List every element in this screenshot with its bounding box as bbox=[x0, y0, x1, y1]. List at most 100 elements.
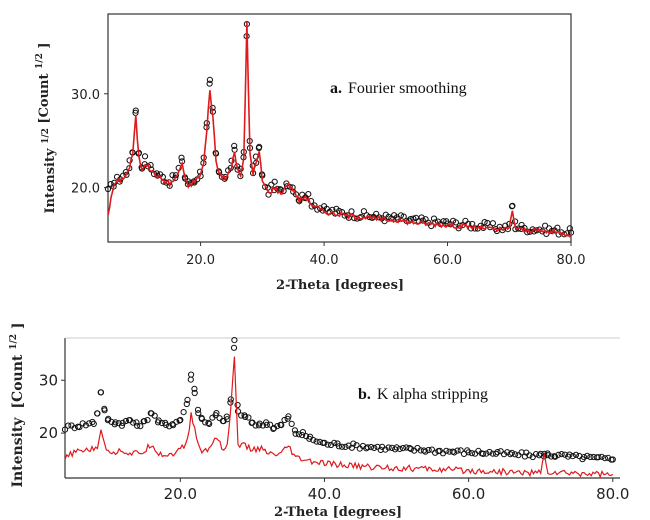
panel-a-raw-point bbox=[141, 153, 149, 160]
panel-a-annotation-text: Fourier smoothing bbox=[348, 80, 467, 97]
svg-text:Intensity [Count: Intensity [Count 1/2 ] bbox=[4, 322, 26, 487]
panel-b-raw-point bbox=[472, 450, 479, 457]
panel-a-raw-point bbox=[123, 171, 130, 178]
panel-b-x-tick-label: 20.0 bbox=[164, 485, 197, 503]
panel-a-annotation: a. Fourier smoothing bbox=[330, 80, 467, 97]
panel-a-raw-point bbox=[499, 227, 506, 234]
panel-b-y-axis-title-unit-sup: 1/2 bbox=[9, 334, 19, 350]
panel-a-raw-point bbox=[172, 174, 179, 182]
panel-b-raw-point bbox=[191, 389, 198, 397]
panel-b-raw-point bbox=[133, 419, 140, 426]
panel-b-raw-point bbox=[223, 413, 230, 420]
panel-b-raw-point bbox=[231, 337, 238, 344]
panel-b-raw-point bbox=[500, 451, 508, 458]
panel-b-raw-point bbox=[299, 429, 306, 436]
panel-b-raw-point bbox=[454, 447, 461, 454]
panel-b-raw-point bbox=[292, 430, 299, 437]
panel-b-raw-point bbox=[364, 444, 371, 451]
panel-b-raw-point bbox=[122, 417, 130, 425]
panel-b-raw-point bbox=[213, 410, 220, 417]
panel-b-raw-point bbox=[162, 421, 169, 428]
panel-a-raw-point bbox=[336, 207, 343, 215]
panel-b-chart: 20.0 40.0 60.0 80.0 20 30 2-Theta [degrees] I… bbox=[4, 322, 630, 520]
panel-b-raw-point bbox=[587, 453, 594, 461]
panel-b-raw-point bbox=[313, 438, 320, 445]
panel-a-y-axis-title-unit-sup: 1/2 bbox=[35, 53, 45, 69]
panel-a-annotation-letter: a. bbox=[330, 80, 342, 97]
panel-b-raw-point bbox=[508, 449, 515, 456]
panel-b-raw-point bbox=[101, 407, 108, 414]
panel-b-raw-point bbox=[291, 427, 298, 434]
panel-b-raw-point bbox=[234, 401, 241, 409]
panel-b-raw-point bbox=[195, 410, 202, 417]
panel-a-raw-point bbox=[554, 224, 561, 231]
panel-a-raw-point bbox=[256, 143, 263, 150]
panel-b-ticks: 20.0 40.0 60.0 80.0 20 30 bbox=[39, 371, 630, 503]
panel-a-raw-point bbox=[493, 227, 500, 235]
panel-b-raw-point bbox=[526, 452, 533, 459]
panel-b-raw-point bbox=[561, 451, 569, 458]
panel-b-raw-point bbox=[548, 453, 555, 460]
panel-b-raw-point bbox=[281, 416, 288, 424]
panel-b-raw-point bbox=[497, 448, 504, 455]
panel-a-plot-frame bbox=[107, 13, 572, 243]
panel-a-raw-point bbox=[410, 215, 417, 222]
panel-a-raw-point bbox=[206, 76, 213, 84]
panel-b-raw-point bbox=[278, 422, 285, 429]
panel-b-raw-point bbox=[480, 450, 487, 457]
panel-b-y-axis-title: Intensity [Count 1/2 ] bbox=[4, 322, 26, 487]
panel-b-raw-point bbox=[468, 450, 475, 457]
panel-b-y-axis-title-unit-close: ] bbox=[10, 322, 26, 329]
panel-a-x-tick-label: 60.0 bbox=[433, 253, 462, 268]
panel-b-raw-point bbox=[274, 423, 281, 430]
panel-b-raw-point bbox=[353, 442, 360, 449]
panel-b-raw-point bbox=[321, 439, 328, 446]
panel-b-marks bbox=[61, 337, 616, 479]
panel-b-raw-point bbox=[285, 413, 292, 420]
panel-a-y-axis-title-unit: [Count bbox=[37, 74, 52, 124]
panel-a-raw-point bbox=[566, 225, 573, 232]
panel-b-raw-point bbox=[206, 420, 213, 427]
panel-b-raw-point bbox=[385, 444, 392, 451]
panel-b-raw-point bbox=[118, 422, 126, 429]
panel-a-y-axis-title-unit-close: ] bbox=[37, 42, 52, 48]
panel-b-raw-point bbox=[194, 406, 202, 413]
panel-b-raw-point bbox=[601, 455, 609, 462]
panel-a-raw-point bbox=[138, 165, 146, 172]
panel-a-raw-point bbox=[400, 213, 407, 220]
panel-a-raw-point bbox=[271, 178, 278, 185]
panel-b-y-tick-label: 30 bbox=[39, 371, 58, 389]
panel-b-raw-point bbox=[198, 415, 205, 422]
panel-a-raw-point bbox=[144, 163, 151, 170]
panel-b-raw-point bbox=[141, 418, 148, 425]
panel-b-raw-point bbox=[267, 421, 274, 428]
panel-a-y-axis-title-sup: 1/2 bbox=[41, 128, 51, 144]
panel-b-raw-point bbox=[76, 424, 83, 431]
panel-b-raw-point bbox=[183, 400, 190, 408]
panel-b-raw-point bbox=[324, 441, 331, 448]
panel-a-raw-point bbox=[126, 157, 133, 164]
panel-b-raw-point bbox=[288, 420, 295, 427]
panel-b-raw-point bbox=[97, 389, 105, 396]
panel-a-x-tick-label: 40.0 bbox=[310, 253, 339, 268]
panel-b-raw-point bbox=[367, 444, 375, 451]
panel-b-raw-point bbox=[348, 444, 355, 451]
panel-b-raw-point bbox=[569, 453, 576, 460]
panel-a-raw-point bbox=[430, 215, 438, 222]
panel-b-raw-point bbox=[598, 453, 605, 460]
panel-a-raw-point bbox=[397, 212, 404, 219]
panel-b-raw-point bbox=[79, 420, 86, 427]
panel-a-x-tick-label: 80.0 bbox=[557, 253, 586, 268]
panel-a-raw-point bbox=[509, 202, 516, 209]
panel-b-raw-point bbox=[144, 417, 151, 424]
panel-b-raw-point bbox=[187, 376, 194, 383]
panel-a-y-axis-title: Intensity 1/2 [Count 1/2 ] bbox=[35, 42, 58, 213]
panel-b-raw-point bbox=[595, 454, 602, 461]
panel-b-raw-point bbox=[176, 417, 183, 424]
panel-b-raw-point bbox=[465, 449, 472, 456]
panel-b-raw-point bbox=[396, 445, 403, 452]
panel-a-marks bbox=[104, 21, 575, 238]
panel-a-raw-point bbox=[469, 220, 476, 228]
panel-b-raw-point bbox=[202, 419, 209, 426]
